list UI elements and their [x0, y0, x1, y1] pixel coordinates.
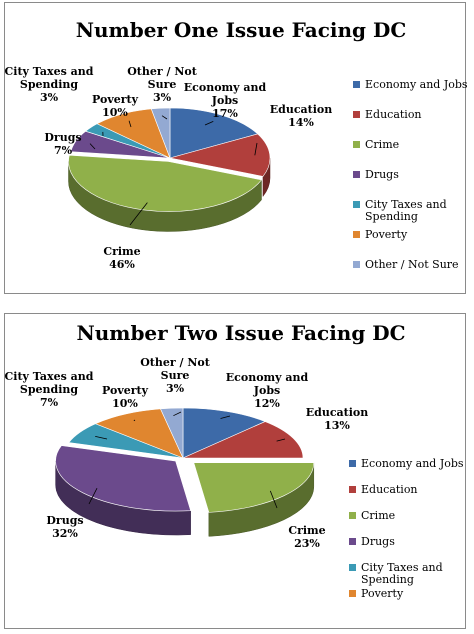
chart1-label-city-taxes-and-spending: City Taxes and Spending 3% [5, 65, 94, 104]
chart2-leader-line-drugs [88, 487, 98, 505]
chart2-slice-drugs [55, 445, 192, 512]
chart1-slices [68, 107, 271, 212]
chart2-leader-line-education [276, 438, 286, 442]
chart1-legend-item-crime: Crime [353, 138, 399, 151]
chart1-leader-line-poverty [128, 120, 132, 128]
chart1-leader-line-drugs [89, 143, 96, 150]
chart1-legend-swatch-drugs [353, 171, 360, 178]
chart2-legend-swatch-education [349, 486, 356, 493]
chart1-slice-education [169, 133, 271, 177]
chart1-label-poverty: Poverty 10% [92, 93, 139, 119]
chart2-slice-education [182, 421, 304, 459]
chart1-legend-label-crime: Crime [365, 138, 399, 151]
chart1-legend: Economy and Jobs Education Crime Drugs City … [353, 78, 468, 271]
chart1-legend-label-city-taxes-and-spending: City Taxes and Spending [365, 198, 447, 223]
chart2-legend-swatch-crime [349, 512, 356, 519]
chart2-data-labels: Economy and Jobs 12%Education 13% Crime 23% Dr… [5, 356, 369, 550]
chart1-legend-swatch-poverty [353, 231, 360, 238]
chart2-slice-economy-and-jobs [182, 407, 266, 459]
chart2-legend-label-crime: Crime [361, 509, 395, 522]
chart1-legend-item-city-taxes-and-spending: City Taxes and Spending [353, 198, 447, 223]
chart2-leader-line-other-not-sure [173, 411, 182, 417]
chart2-title: Number Two Issue Facing DC [76, 321, 405, 345]
chart1-leader-line-other-not-sure [161, 115, 168, 120]
chart2-slice-poverty [94, 408, 184, 459]
chart1-legend-swatch-other-not-sure [353, 261, 360, 268]
chart2-label-other-not-sure: Other / Not Sure 3% [140, 356, 211, 395]
chart1-label-economy-and-jobs: Economy and Jobs 17% [184, 81, 267, 120]
chart2-label-economy-and-jobs: Economy and Jobs 12% [226, 371, 309, 410]
chart1-legend-label-other-not-sure: Other / Not Sure [365, 258, 459, 271]
chart-panel-number-two: Number Two Issue Facing DC Economy and Job… [4, 313, 466, 629]
chart1-legend-swatch-economy-and-jobs [353, 81, 360, 88]
chart1-data-labels: Economy and Jobs 17% Education 14% Crime 46% Dr… [5, 65, 333, 271]
chart2-legend: Economy and Jobs Education Crime Drugs City … [349, 457, 464, 600]
pie-chart-number-one: Number One Issue Facing DC Economy and Job… [5, 18, 468, 271]
chart2-legend-label-city-taxes-and-spending: City Taxes and Spending [361, 561, 443, 586]
chart2-leader-line-crime [269, 490, 278, 509]
chart2-legend-swatch-drugs [349, 538, 356, 545]
chart2-legend-item-city-taxes-and-spending: City Taxes and Spending [349, 561, 443, 586]
chart2-leader-line-economy-and-jobs [220, 415, 231, 419]
chart1-title: Number One Issue Facing DC [76, 18, 407, 42]
chart2-legend-swatch-poverty [349, 590, 356, 597]
chart2-leader-line-poverty [133, 419, 136, 422]
chart2-label-poverty: Poverty 10% [102, 384, 149, 410]
chart1-legend-item-economy-and-jobs: Economy and Jobs [353, 78, 468, 91]
chart1-label-crime: Crime 46% [103, 245, 140, 271]
chart2-label-city-taxes-and-spending: City Taxes and Spending 7% [5, 370, 94, 409]
chart1-legend-item-education: Education [353, 108, 422, 121]
chart2-slices [55, 407, 315, 513]
chart2-slice-other-not-sure [160, 407, 184, 459]
chart1-legend-swatch-city-taxes-and-spending [353, 201, 360, 208]
chart2-legend-swatch-city-taxes-and-spending [349, 564, 356, 571]
chart1-legend-item-drugs: Drugs [353, 168, 399, 181]
chart2-legend-label-economy-and-jobs: Economy and Jobs [361, 457, 464, 470]
chart1-legend-swatch-crime [353, 141, 360, 148]
chart1-slice-other-not-sure [150, 107, 171, 159]
chart1-slice-economy-and-jobs [169, 107, 259, 159]
chart2-legend-label-drugs: Drugs [361, 535, 395, 548]
chart1-leader-line-education [254, 142, 258, 156]
chart1-leader-line-economy-and-jobs [204, 121, 214, 126]
chart2-label-drugs: Drugs 32% [46, 514, 83, 540]
chart2-legend-label-poverty: Poverty [361, 587, 404, 600]
chart1-label-education: Education 14% [270, 103, 333, 129]
chart1-slice-crime [68, 154, 263, 212]
chart2-legend-item-education: Education [349, 483, 418, 496]
chart2-legend-swatch-economy-and-jobs [349, 460, 356, 467]
chart1-legend-item-other-not-sure: Other / Not Sure [353, 258, 459, 271]
chart1-label-other-not-sure: Other / Not Sure 3% [127, 65, 198, 104]
chart1-legend-label-economy-and-jobs: Economy and Jobs [365, 78, 468, 91]
chart2-legend-item-poverty: Poverty [349, 587, 404, 600]
chart2-legend-item-crime: Crime [349, 509, 395, 522]
chart2-slice-crime [193, 462, 315, 513]
chart1-legend-label-education: Education [365, 108, 422, 121]
chart2-legend-label-education: Education [361, 483, 418, 496]
pie-chart-number-two: Number Two Issue Facing DC Economy and Job… [5, 321, 464, 600]
chart-panel-number-one: Number One Issue Facing DC Economy and Job… [4, 2, 468, 294]
chart1-legend-label-poverty: Poverty [365, 228, 408, 241]
chart1-label-drugs: Drugs 7% [44, 131, 81, 157]
chart2-legend-item-economy-and-jobs: Economy and Jobs [349, 457, 464, 470]
chart2-label-education: Education 13% [306, 406, 369, 432]
chart2-label-crime: Crime 23% [288, 524, 325, 550]
chart2-leader-line-city-taxes-and-spending [95, 435, 108, 440]
chart1-legend-label-drugs: Drugs [365, 168, 399, 181]
chart1-leader-line-crime [129, 202, 148, 226]
chart1-legend-swatch-education [353, 111, 360, 118]
chart2-legend-item-drugs: Drugs [349, 535, 395, 548]
chart1-legend-item-poverty: Poverty [353, 228, 408, 241]
